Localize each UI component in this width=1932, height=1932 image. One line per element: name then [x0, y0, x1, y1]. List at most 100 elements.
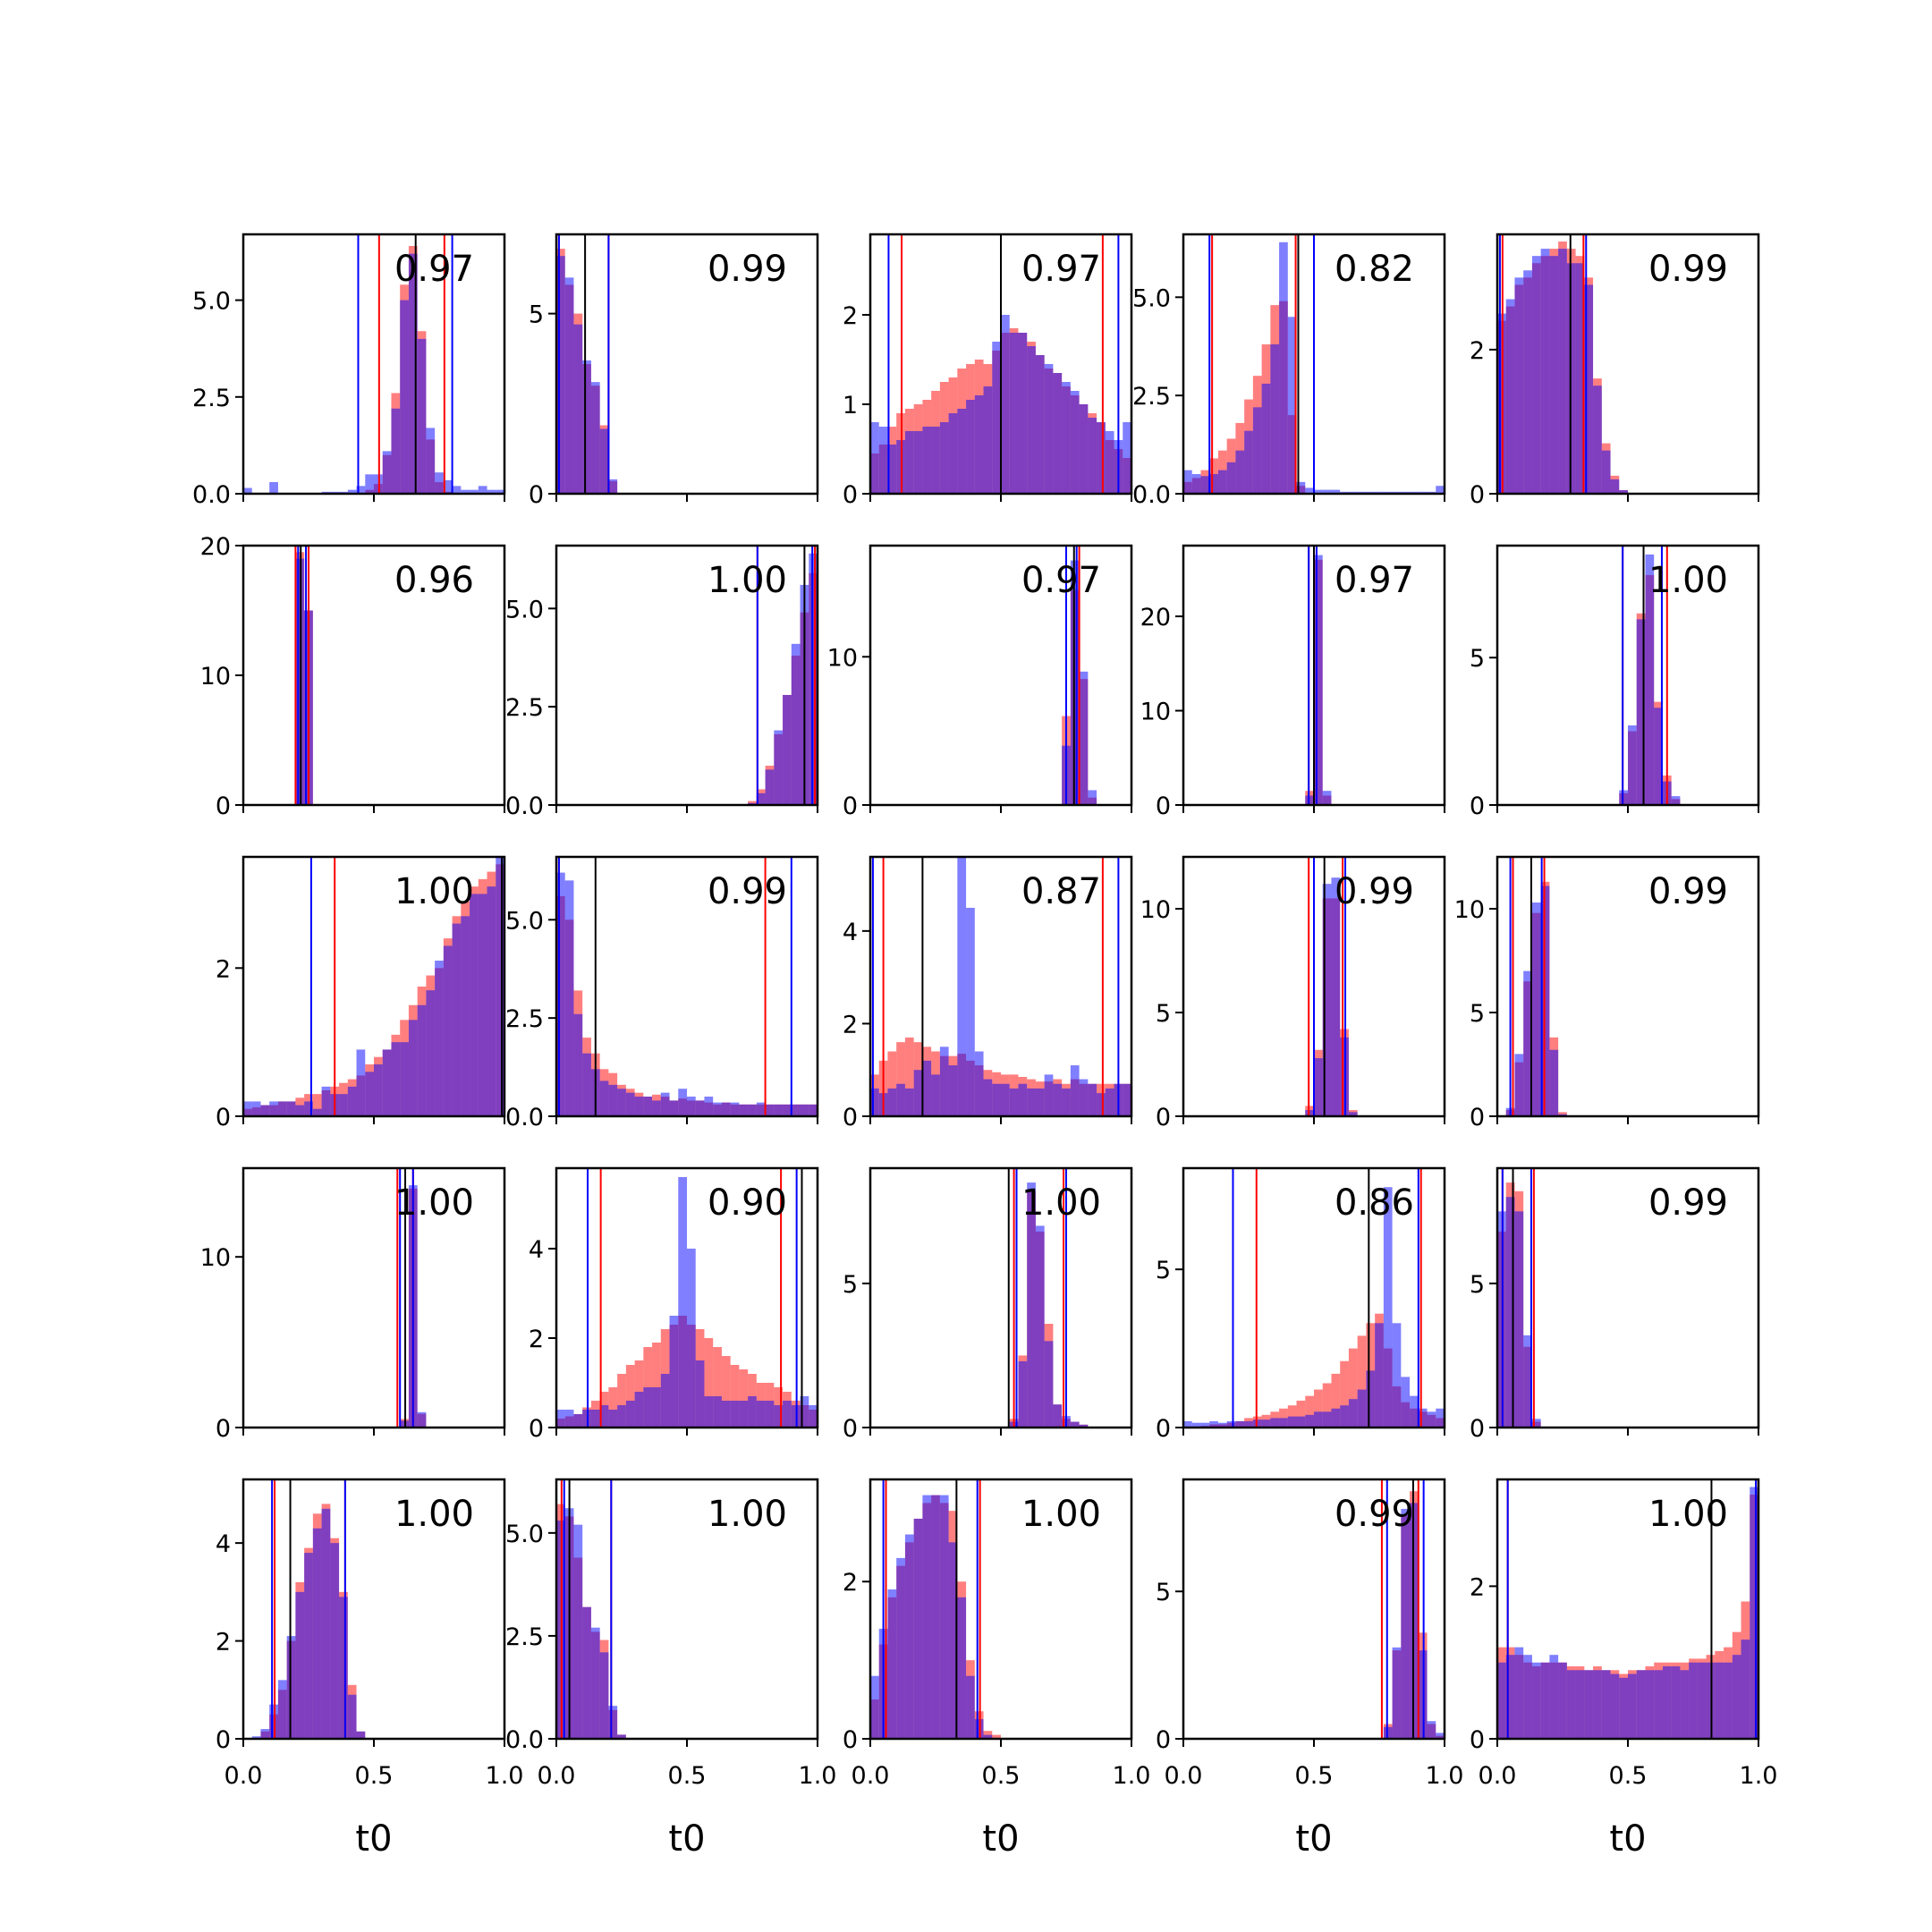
- blue-bar: [1235, 1420, 1245, 1428]
- y-tick-label: 10: [827, 644, 858, 672]
- blue-bar: [1593, 1670, 1602, 1739]
- blue-bar: [1035, 1088, 1045, 1116]
- blue-bar: [1053, 1404, 1063, 1428]
- blue-bar: [1558, 249, 1567, 494]
- blue-bar: [573, 1013, 583, 1116]
- y-tick-label: 0.0: [505, 1104, 544, 1131]
- x-axis-label: t0: [668, 1818, 705, 1860]
- blue-bar: [556, 1410, 565, 1428]
- blue-bar: [783, 1401, 792, 1428]
- blue-bar: [765, 1401, 775, 1428]
- x-tick-label: 0.0: [852, 1762, 890, 1790]
- blue-bar: [1724, 1662, 1733, 1739]
- blue-bar: [1357, 1389, 1367, 1428]
- blue-bar: [678, 1177, 687, 1428]
- blue-bar: [948, 1065, 958, 1116]
- panel-score-label: 0.86: [1335, 1182, 1414, 1224]
- panel-23: 0 2 0.0 0.5 1.0 1.00 t0: [843, 1478, 1150, 1860]
- blue-bar: [931, 1074, 940, 1116]
- panel-5: 020.99: [1470, 233, 1760, 509]
- blue-bar: [1392, 1647, 1402, 1739]
- blue-bar: [1322, 489, 1332, 494]
- blue-bar: [1671, 1665, 1681, 1739]
- blue-bar: [1035, 1225, 1045, 1428]
- blue-bar: [590, 382, 600, 494]
- blue-bar: [756, 792, 766, 805]
- x-tick-label: 1.0: [486, 1762, 524, 1790]
- blue-histogram: [251, 1508, 366, 1739]
- blue-bar: [556, 872, 565, 1116]
- blue-bar: [1375, 1323, 1384, 1428]
- blue-bar: [260, 1729, 270, 1739]
- blue-bar: [922, 1495, 932, 1739]
- blue-bar: [339, 1597, 348, 1739]
- blue-bar: [478, 486, 487, 494]
- y-tick-label: 20: [200, 533, 231, 561]
- blue-bar: [1628, 725, 1637, 805]
- blue-bar: [1079, 671, 1089, 805]
- blue-bar: [573, 324, 583, 494]
- blue-bar: [800, 1104, 809, 1116]
- y-tick-label: 2: [843, 302, 858, 330]
- blue-bar: [1018, 1083, 1028, 1116]
- y-tick-label: 0.0: [192, 481, 231, 509]
- red-bar: [652, 1343, 661, 1428]
- blue-bar: [704, 1396, 714, 1428]
- panel-score-label: 0.97: [1335, 560, 1414, 601]
- y-tick-label: 0: [843, 1104, 858, 1131]
- blue-bar: [1540, 1662, 1550, 1739]
- blue-bar: [904, 1534, 914, 1739]
- blue-bar: [1270, 1418, 1280, 1428]
- y-tick-label: 0: [1470, 1415, 1485, 1443]
- y-tick-label: 20: [1140, 604, 1171, 631]
- panel-score-label: 0.99: [1648, 249, 1728, 290]
- panel-14: 0 5 10 0.99: [1140, 855, 1446, 1131]
- blue-bar: [417, 1411, 427, 1428]
- blue-bar: [939, 1495, 949, 1739]
- blue-bar: [643, 1097, 653, 1116]
- blue-bar: [295, 1105, 305, 1116]
- y-tick-label: 5: [843, 1271, 858, 1299]
- blue-bar: [608, 1410, 618, 1428]
- y-tick-label: 5: [1470, 645, 1485, 673]
- blue-bar: [1105, 1088, 1114, 1116]
- panel-4: 0.0 2.5 5.0 0.82: [1132, 233, 1446, 509]
- blue-bar: [590, 1410, 600, 1428]
- blue-bar: [870, 422, 879, 494]
- blue-bar: [1088, 418, 1097, 494]
- panel-15: 0 5 10 0.99: [1454, 855, 1760, 1131]
- red-bar: [312, 1094, 322, 1116]
- blue-bar: [1601, 450, 1611, 494]
- blue-bar: [443, 945, 453, 1116]
- y-tick-label: 2: [1470, 1573, 1485, 1601]
- blue-bar: [1427, 1721, 1436, 1739]
- panel-8: 0 10 0.97: [827, 544, 1133, 820]
- blue-bar: [347, 1694, 357, 1739]
- blue-bar: [426, 990, 436, 1116]
- panel-10: 051.00: [1470, 544, 1760, 820]
- blue-bar: [1619, 1677, 1628, 1739]
- blue-bar: [321, 1086, 331, 1116]
- panel-20: 050.99: [1470, 1166, 1760, 1443]
- blue-bar: [1514, 1211, 1524, 1428]
- blue-bar: [1645, 554, 1655, 805]
- blue-bar: [1505, 1197, 1515, 1428]
- blue-bar: [1436, 1408, 1445, 1428]
- panel-score-label: 0.99: [708, 249, 787, 290]
- blue-bar: [765, 769, 775, 805]
- blue-bar: [1296, 1416, 1306, 1428]
- blue-bar: [461, 916, 470, 1116]
- red-bar: [1322, 1383, 1332, 1428]
- blue-bar: [1001, 315, 1010, 494]
- blue-bar: [1053, 373, 1063, 494]
- blue-bar: [1401, 1377, 1411, 1428]
- y-tick-label: 10: [200, 663, 231, 691]
- blue-bar: [417, 338, 427, 494]
- blue-bar: [1191, 474, 1201, 494]
- panel-11: 021.00: [216, 855, 506, 1131]
- blue-bar: [461, 489, 470, 494]
- blue-bar: [809, 1104, 818, 1116]
- panel-12: 0.0 2.5 5.0 0.99: [505, 855, 819, 1131]
- panel-score-label: 0.87: [1021, 871, 1101, 912]
- blue-bar: [1575, 1670, 1585, 1739]
